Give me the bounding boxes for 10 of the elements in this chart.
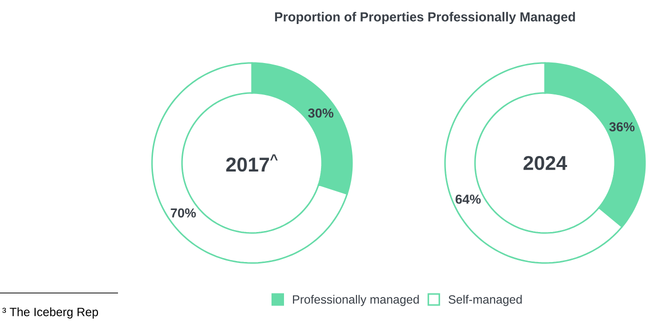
text: Proportion of Properties Professionally Managed [275,12,575,24]
text: ³ The Iceberg Rep [2,307,98,319]
text: 2017$^{^}$ [226,154,278,172]
legend-label: Professionally managed [292,294,419,306]
data-label: 70% [170,208,196,218]
data-label: 30% [308,108,334,118]
legend-label: Self-managed [448,294,522,306]
data-label: 36% [609,122,635,132]
text: 2024 [524,156,568,170]
data-label: 64% [456,194,481,204]
